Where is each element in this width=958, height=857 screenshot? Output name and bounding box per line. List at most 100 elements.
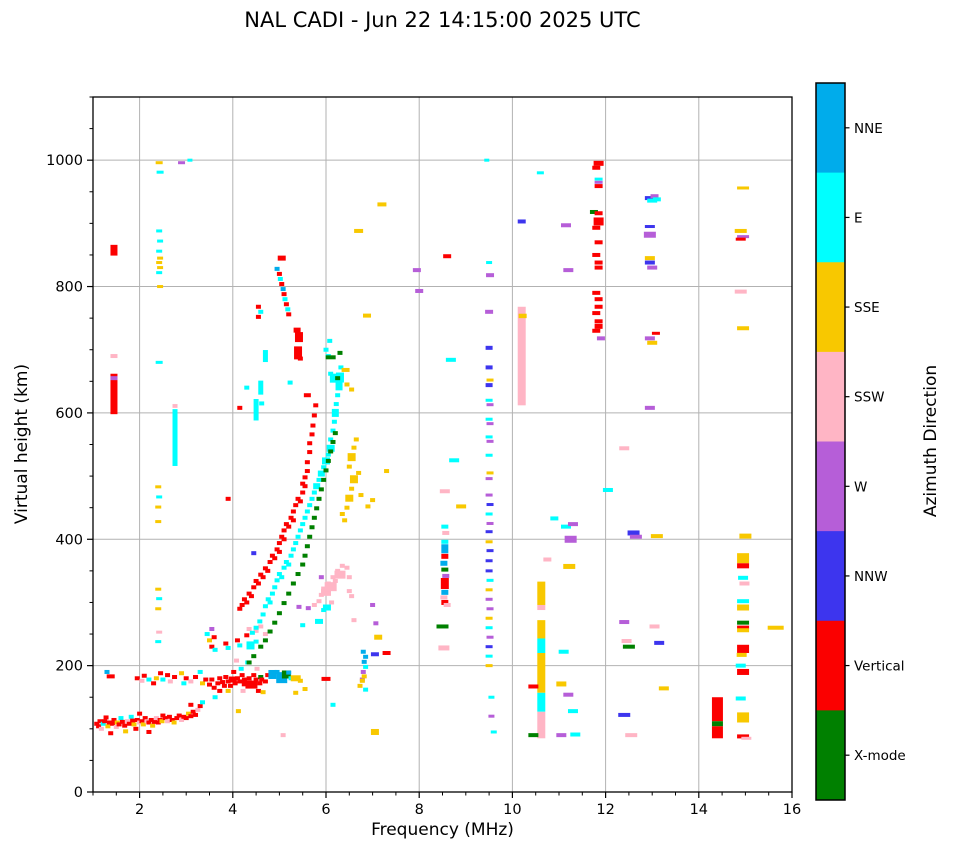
scatter-point bbox=[105, 724, 111, 729]
y-tick-label: 1000 bbox=[46, 153, 83, 169]
scatter-point bbox=[248, 594, 254, 599]
scatter-point bbox=[262, 632, 268, 637]
scatter-point bbox=[543, 557, 552, 562]
scatter-point bbox=[644, 405, 655, 410]
scatter-point bbox=[486, 273, 495, 278]
scatter-point bbox=[155, 360, 163, 364]
scatter-point bbox=[187, 158, 193, 162]
scatter-point bbox=[150, 723, 156, 728]
scatter-point bbox=[443, 254, 452, 259]
scatter-point bbox=[300, 490, 306, 495]
scatter-point bbox=[337, 350, 343, 355]
scatter-point bbox=[737, 734, 750, 739]
scatter-bar bbox=[172, 404, 178, 408]
scatter-point bbox=[488, 695, 495, 699]
scatter-point bbox=[618, 712, 631, 717]
scatter-point bbox=[246, 676, 252, 681]
scatter-point bbox=[346, 575, 352, 580]
scatter-point bbox=[212, 647, 218, 652]
colorbar-frame bbox=[815, 82, 846, 801]
scatter-point bbox=[160, 677, 166, 682]
scatter-point bbox=[155, 520, 162, 524]
scatter-point bbox=[259, 401, 265, 406]
scatter-point bbox=[169, 717, 175, 722]
scatter-point bbox=[281, 537, 287, 542]
scatter-point bbox=[285, 307, 291, 312]
scatter-point bbox=[441, 539, 449, 544]
scatter-point bbox=[644, 336, 655, 341]
scatter-point bbox=[629, 534, 642, 539]
scatter-point bbox=[286, 670, 292, 675]
scatter-point bbox=[353, 437, 359, 442]
scatter-point bbox=[290, 518, 296, 523]
scatter-point bbox=[335, 376, 341, 381]
scatter-point bbox=[142, 716, 148, 721]
scatter-point bbox=[647, 265, 658, 270]
scatter-point bbox=[325, 458, 331, 463]
scatter-point bbox=[315, 618, 324, 624]
scatter-point bbox=[186, 711, 192, 716]
scatter-point bbox=[297, 528, 303, 533]
scatter-point bbox=[485, 664, 493, 668]
scatter-point bbox=[104, 669, 110, 674]
scatter-point bbox=[241, 677, 247, 682]
scatter-point bbox=[237, 606, 243, 611]
scatter-point bbox=[139, 678, 145, 683]
scatter-point bbox=[311, 602, 317, 607]
scatter-point bbox=[304, 469, 310, 474]
scatter-point bbox=[281, 528, 287, 533]
scatter-point bbox=[106, 674, 115, 679]
scatter-point bbox=[344, 565, 350, 570]
scatter-point bbox=[310, 423, 316, 428]
scatter-point bbox=[302, 553, 308, 558]
scatter-point bbox=[441, 589, 449, 595]
scatter-point bbox=[486, 261, 493, 265]
scatter-point bbox=[166, 714, 172, 719]
scatter-point bbox=[146, 677, 152, 682]
scatter-point bbox=[305, 606, 311, 611]
scatter-point bbox=[245, 680, 258, 689]
x-tick-label: 16 bbox=[783, 802, 801, 818]
scatter-point bbox=[330, 702, 336, 707]
scatter-point bbox=[331, 419, 337, 424]
scatter-point bbox=[344, 382, 350, 387]
scatter-point bbox=[374, 634, 383, 640]
scatter-point bbox=[151, 681, 157, 686]
scatter-point bbox=[246, 641, 255, 650]
scatter-point bbox=[259, 677, 265, 682]
scatter-point bbox=[155, 607, 162, 611]
x-axis-label: Frequency (MHz) bbox=[371, 820, 514, 840]
scatter-point bbox=[188, 702, 194, 707]
scatter-point bbox=[217, 688, 223, 693]
colorbar-tick-label: SSW bbox=[854, 390, 885, 406]
scatter-point bbox=[155, 587, 162, 591]
colorbar-tick-label: SSE bbox=[854, 300, 880, 316]
scatter-point bbox=[255, 581, 261, 586]
colorbar-segment bbox=[816, 710, 845, 801]
colorbar-label: Azimuth Direction bbox=[921, 364, 941, 518]
scatter-point bbox=[287, 380, 293, 385]
scatter-point bbox=[148, 717, 154, 722]
scatter-point bbox=[384, 469, 390, 474]
y-tick-label: 200 bbox=[55, 659, 83, 675]
colorbar-tick-label: Vertical bbox=[854, 659, 905, 675]
scatter-point bbox=[197, 704, 203, 709]
scatter-point bbox=[321, 676, 331, 681]
scatter-point bbox=[267, 629, 273, 634]
scatter-point bbox=[563, 563, 576, 569]
scatter-point bbox=[361, 659, 367, 664]
scatter-point bbox=[332, 431, 338, 436]
scatter-point bbox=[485, 365, 493, 370]
scatter-point bbox=[294, 346, 303, 360]
y-tick-label: 800 bbox=[55, 280, 83, 296]
scatter-point bbox=[178, 161, 186, 165]
colorbar-tick-label: E bbox=[854, 210, 863, 226]
x-tick-label: 4 bbox=[228, 802, 237, 818]
scatter-point bbox=[485, 435, 493, 439]
colorbar-tick-label: W bbox=[854, 479, 867, 495]
scatter-point bbox=[486, 439, 494, 443]
scatter-point bbox=[262, 638, 268, 643]
scatter-point bbox=[258, 675, 264, 680]
scatter-point bbox=[240, 688, 246, 693]
scatter-point bbox=[204, 632, 210, 637]
